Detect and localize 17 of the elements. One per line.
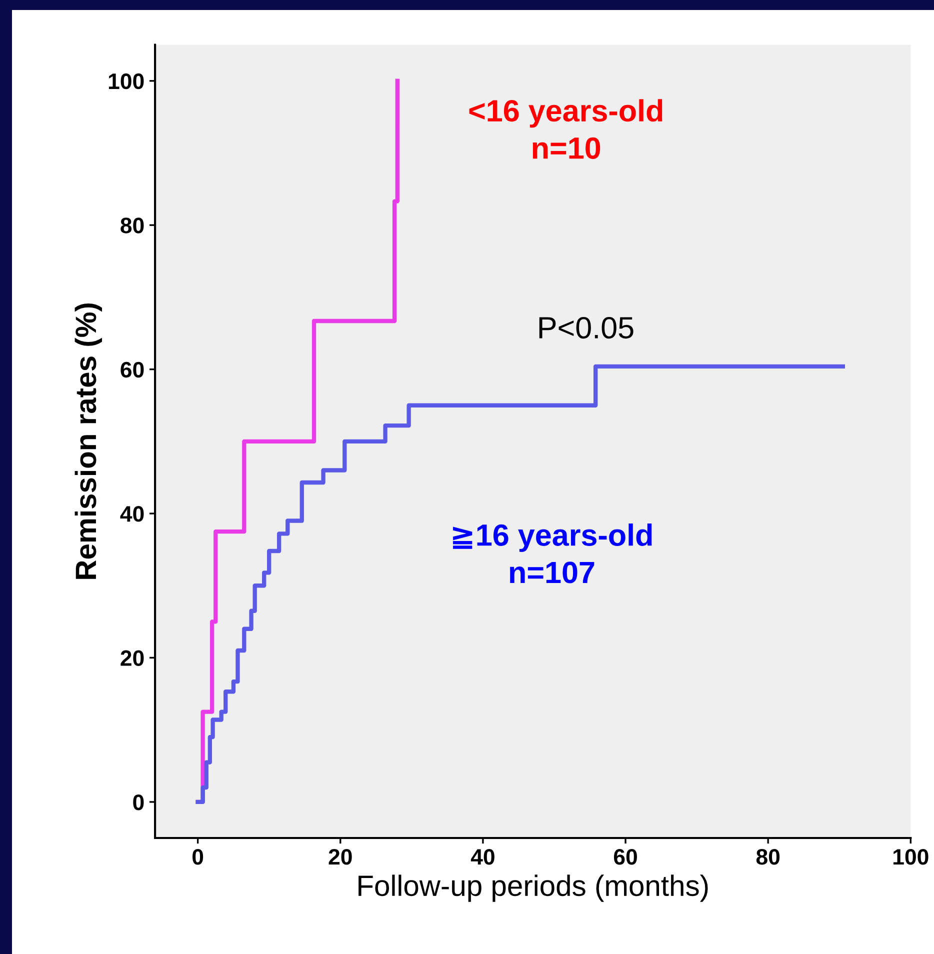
x-tick-label: 0 <box>192 848 204 865</box>
x-tick-label: 80 <box>756 848 780 865</box>
annotation: P<0.05 <box>539 316 634 339</box>
annotation: <16 years-old n=10 <box>469 99 662 159</box>
y-tick-label: 40 <box>120 506 144 522</box>
y-tick-label: 20 <box>120 650 144 666</box>
y-tick-label: 80 <box>120 218 144 234</box>
x-tick-label: 40 <box>470 848 494 865</box>
x-tick-label: 100 <box>894 848 928 865</box>
y-tick-label: 60 <box>120 362 144 378</box>
annotation: ≧16 years-old n=107 <box>453 524 652 584</box>
y-tick-label: 0 <box>133 794 144 810</box>
y-tick-label: 100 <box>108 73 144 90</box>
y-axis-title: Remission rates (%) <box>74 303 102 579</box>
x-axis-title: Follow-up periods (months) <box>358 874 708 902</box>
x-tick-label: 20 <box>328 848 352 865</box>
x-tick-label: 60 <box>614 848 637 865</box>
